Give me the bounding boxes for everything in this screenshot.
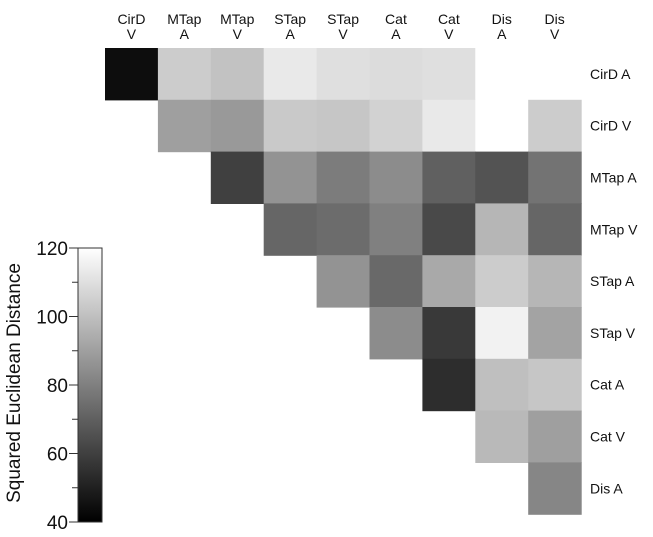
- column-label-line: A: [285, 26, 295, 42]
- heatmap-cell: [528, 358, 582, 412]
- column-label-line: STap: [274, 11, 306, 27]
- heatmap-cell: [422, 203, 476, 256]
- colorbar-tick-label: 80: [47, 376, 68, 397]
- row-label: Dis A: [590, 480, 623, 496]
- row-label: STap A: [590, 273, 635, 289]
- heatmap-cell: [105, 48, 159, 101]
- row-label: MTap V: [590, 221, 638, 237]
- heatmap-cell: [475, 99, 529, 153]
- colorbar-tick-label: 100: [36, 308, 68, 329]
- column-label-line: Cat: [438, 11, 460, 27]
- row-label: STap V: [590, 325, 636, 341]
- column-label: STap V: [327, 11, 359, 42]
- column-label-line: STap: [327, 11, 359, 27]
- heatmap-cell: [157, 48, 212, 101]
- colorbar-tick-label: 40: [47, 513, 68, 532]
- heatmap-cell: [369, 99, 423, 153]
- heatmap-cell: [422, 99, 476, 153]
- heatmap-cell: [210, 48, 265, 101]
- column-label: STap A: [274, 11, 306, 42]
- heatmap-cell: [475, 358, 529, 412]
- heatmap-cell: [422, 307, 476, 360]
- row-label: CirD A: [590, 66, 631, 82]
- heatmap-cell: [528, 462, 582, 515]
- heatmap-cell: [528, 255, 582, 308]
- column-label-line: A: [180, 26, 190, 42]
- heatmap-cell: [475, 151, 529, 204]
- heatmap-cell: [528, 99, 582, 153]
- row-label: Cat V: [590, 429, 626, 445]
- heatmap-cell: [316, 203, 371, 256]
- heatmap-cell: [369, 151, 423, 204]
- heatmap-cell: [369, 48, 423, 101]
- heatmap-cell: [316, 99, 371, 153]
- column-label: Dis V: [545, 11, 565, 42]
- heatmap-cell: [369, 255, 423, 308]
- row-label: CirD V: [590, 118, 632, 134]
- heatmap-cell: [528, 203, 582, 256]
- heatmap-cell: [422, 358, 476, 412]
- column-label-line: MTap: [220, 11, 254, 27]
- heatmap-cell: [528, 410, 582, 463]
- heatmap-cell: [528, 151, 582, 204]
- colorbar-tick-label: 60: [47, 445, 68, 466]
- heatmap-cell: [422, 151, 476, 204]
- heatmap-cell: [263, 151, 318, 204]
- row-label: MTap A: [590, 170, 637, 186]
- heatmap-cell: [316, 48, 371, 101]
- column-label: MTap V: [220, 11, 254, 42]
- heatmap-cell: [263, 99, 318, 153]
- column-label-line: Cat: [385, 11, 407, 27]
- heatmap-cell: [422, 48, 476, 101]
- column-label-line: V: [233, 26, 243, 42]
- heatmap-cell: [369, 307, 423, 360]
- heatmap-cell: [369, 203, 423, 256]
- column-label: Dis A: [492, 11, 512, 42]
- colorbar-axis-label: Squared Euclidean Distance: [4, 263, 25, 503]
- column-label-line: Dis: [545, 11, 565, 27]
- column-label-line: V: [444, 26, 454, 42]
- heatmap-cell: [316, 151, 371, 204]
- heatmap-cell: [316, 255, 371, 308]
- column-label: Cat A: [385, 11, 407, 42]
- row-labels: CirD A CirD V MTap A MTap V STap A STap V Cat …: [590, 66, 638, 496]
- heatmap-cell: [422, 255, 476, 308]
- row-label: Cat A: [590, 377, 625, 393]
- colorbar-gradient: [77, 247, 103, 523]
- colorbar-tick-label: 120: [36, 239, 68, 260]
- heatmap-cell: [475, 410, 529, 463]
- column-label: CirD V: [117, 11, 145, 42]
- heatmap-cell: [263, 203, 318, 256]
- heatmap-cell: [210, 99, 265, 153]
- column-label-line: CirD: [117, 11, 145, 27]
- column-label-line: Dis: [492, 11, 512, 27]
- column-label-line: V: [550, 26, 560, 42]
- heatmap-cell: [528, 48, 582, 101]
- column-label-line: A: [497, 26, 507, 42]
- colorbar: 40 60 80 100 120 Squared Euclidean Distance: [4, 239, 103, 534]
- heatmap-cell: [157, 99, 212, 153]
- heatmap-cell: [475, 255, 529, 308]
- column-label: Cat V: [438, 11, 460, 42]
- heatmap-cell: [263, 48, 318, 101]
- heatmap-cell: [210, 151, 265, 204]
- column-label-line: MTap: [167, 11, 201, 27]
- heatmap-cell: [475, 307, 529, 360]
- column-label: MTap A: [167, 11, 201, 42]
- heatmap-cell: [475, 48, 529, 101]
- column-label-line: V: [338, 26, 348, 42]
- column-label-line: A: [391, 26, 401, 42]
- heatmap-cell: [528, 307, 582, 360]
- heatmap-cells: [105, 48, 582, 515]
- heatmap-cell: [475, 203, 529, 256]
- column-label-line: V: [127, 26, 137, 42]
- colorbar-ticks: 40 60 80 100 120: [36, 239, 78, 534]
